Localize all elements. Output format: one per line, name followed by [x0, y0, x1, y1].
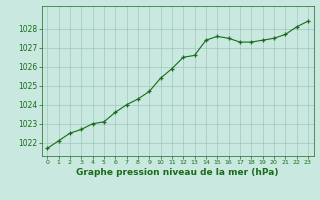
X-axis label: Graphe pression niveau de la mer (hPa): Graphe pression niveau de la mer (hPa) [76, 168, 279, 177]
